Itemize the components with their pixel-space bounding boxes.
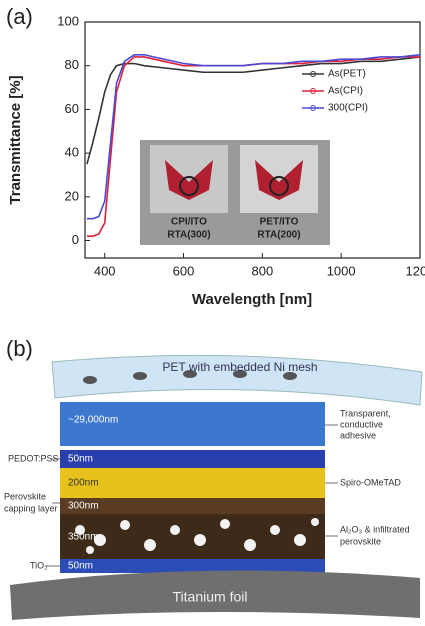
y-axis-label: Transmittance [%] xyxy=(7,75,24,204)
y-tick-label: 80 xyxy=(65,57,79,72)
inset-label: PET/ITO xyxy=(260,217,299,228)
layer-label: Titanium foil xyxy=(173,589,248,605)
side-label: Transparent, xyxy=(340,408,391,418)
thickness-label: ~29,000nm xyxy=(68,415,118,426)
side-label: PEDOT:PSS xyxy=(8,453,59,463)
x-tick-label: 600 xyxy=(173,263,195,278)
thickness-label: 50nm xyxy=(68,454,93,465)
x-tick-label: 400 xyxy=(94,263,116,278)
legend-label: 300(CPI) xyxy=(328,103,368,114)
panel-label: (b) xyxy=(6,336,33,361)
legend-label: As(CPI) xyxy=(328,86,363,97)
side-label: Perovskite xyxy=(4,491,46,501)
thickness-label: 200nm xyxy=(68,478,99,489)
inset-label: RTA(200) xyxy=(257,230,300,241)
x-tick-label: 800 xyxy=(252,263,274,278)
side-label: TiO₂ xyxy=(30,560,48,570)
layer-label: PET with embedded Ni mesh xyxy=(162,360,317,374)
y-tick-label: 0 xyxy=(72,232,79,247)
legend-label: As(PET) xyxy=(328,69,366,80)
side-label: Spiro-OMeTAD xyxy=(340,477,401,487)
y-tick-label: 100 xyxy=(57,13,79,28)
y-tick-label: 20 xyxy=(65,188,79,203)
side-label: Al₂O₃ & infiltrated xyxy=(340,524,410,534)
inset-label: CPI/ITO xyxy=(171,217,207,228)
inset-label: RTA(300) xyxy=(167,230,210,241)
thickness-label: 50nm xyxy=(68,561,93,572)
panel-label: (a) xyxy=(6,4,33,29)
thickness-label: 350nm xyxy=(68,532,99,543)
x-tick-label: 1000 xyxy=(327,263,356,278)
y-tick-label: 40 xyxy=(65,145,79,160)
x-axis-label: Wavelength [nm] xyxy=(192,291,312,308)
side-label: capping layer xyxy=(4,503,58,513)
side-label: perovskite xyxy=(340,536,381,546)
side-label: adhesive xyxy=(340,430,376,440)
figure: (a) Transmittance [%] Wavelength [nm] CP… xyxy=(0,0,425,626)
side-label: conductive xyxy=(340,419,383,429)
x-tick-label: 1200 xyxy=(406,263,425,278)
y-tick-label: 60 xyxy=(65,101,79,116)
thickness-label: 300nm xyxy=(68,501,99,512)
